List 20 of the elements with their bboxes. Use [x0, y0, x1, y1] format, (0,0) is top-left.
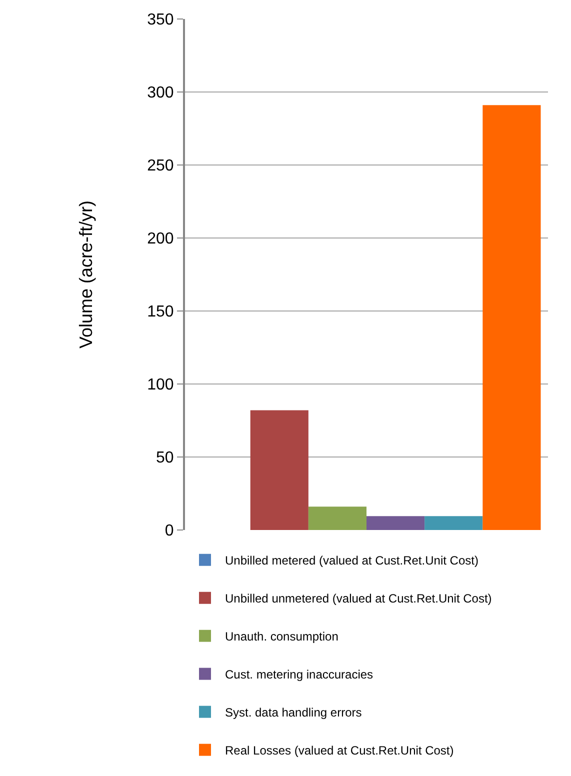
y-tick-label: 250 [147, 158, 174, 175]
y-tick-label: 150 [147, 304, 174, 321]
bar [424, 516, 483, 530]
legend-label: Real Losses (valued at Cust.Ret.Unit Cost) [225, 744, 454, 758]
y-tick-label: 300 [147, 84, 174, 102]
y-tick-label: 50 [156, 450, 174, 467]
legend-label: Unbilled unmetered (valued at Cust.Ret.Unit Cost) [225, 592, 492, 606]
legend-label: Cust. metering inaccuracies [225, 668, 374, 682]
legend-label: Unbilled metered (valued at Cust.Ret.Unit Cost) [225, 554, 478, 568]
legend-label: Unauth. consumption [225, 630, 338, 644]
y-tick-label: 100 [147, 376, 174, 394]
legend-label: Syst. data handling errors [225, 706, 362, 720]
y-tick-label: 350 [147, 12, 174, 29]
bar [308, 506, 366, 530]
bar [366, 516, 425, 530]
y-tick-label: 0 [164, 522, 174, 540]
bar [482, 105, 541, 530]
bar [250, 410, 308, 530]
y-tick-label: 200 [147, 230, 174, 248]
y-axis-title: Volume (acre-ft/yr) [76, 200, 96, 349]
